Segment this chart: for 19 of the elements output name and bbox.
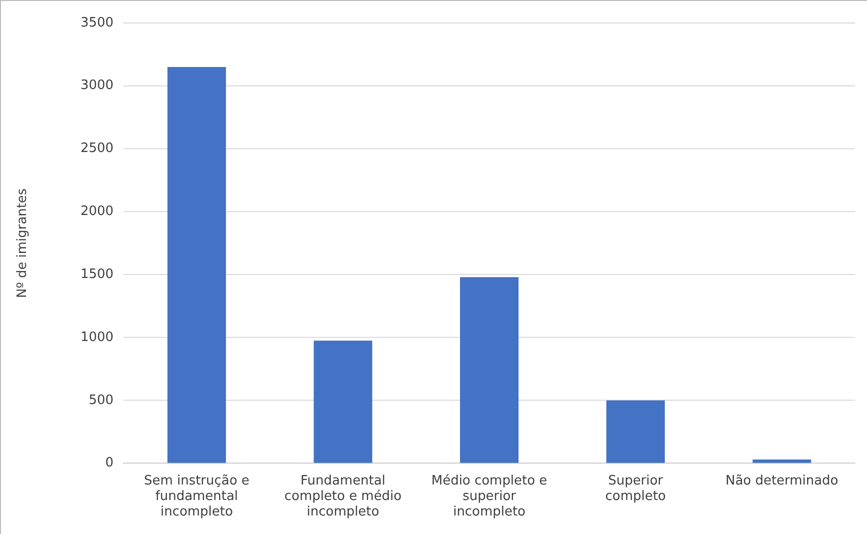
bar [606,400,665,463]
y-tick-label: 3000 [80,78,114,94]
x-tick-label: Médio completo e superior incompleto [431,473,548,520]
y-tick-label: 2500 [80,141,114,156]
y-tick-label: 1000 [80,330,114,345]
x-tick-label: Superior completo [605,473,666,504]
bar [314,340,372,463]
y-tick-label: 2000 [80,204,114,220]
bar [167,66,226,463]
y-tick-label: 3500 [80,15,114,30]
y-tick-label: 500 [88,392,114,408]
x-tick-label: Sem instrução e fundamental incompleto [144,473,250,520]
x-tick-label: Fundamental completo e médio incompleto [284,473,402,520]
y-tick-label: 1500 [80,266,114,282]
y-axis-title: Nº de imigrantes [15,188,30,298]
x-tick-label: Não determinado [726,473,838,488]
y-tick-label: 0 [105,456,114,471]
bar [460,277,519,463]
bar [752,460,812,463]
